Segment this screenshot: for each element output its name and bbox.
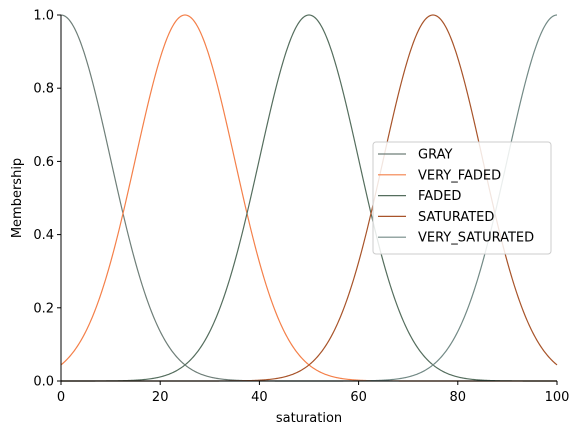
legend-label: FADED [418,189,461,204]
legend-label: VERY_SATURATED [418,231,534,246]
series-line-faded [61,14,557,382]
y-tick-label: 0.8 [33,82,54,97]
y-tick-label: 0.0 [33,375,54,390]
x-tick-label: 60 [350,390,367,405]
x-tick-label: 20 [152,390,169,405]
legend-frame [372,141,552,255]
legend-label: VERY_FADED [418,168,501,183]
y-tick-label: 0.2 [33,301,54,316]
x-tick-label: 0 [57,390,65,405]
x-tick-label: 80 [450,390,467,405]
axes [60,15,557,382]
x-axis-label: saturation [276,411,342,426]
x-tick-label: 40 [251,390,268,405]
legend-label: GRAY [418,148,452,163]
legend: GRAY VERY_FADED FADED SATURATED VERY_SATURAT… [372,141,552,255]
legend-items: GRAY VERY_FADED FADED SATURATED VERY_SATURAT… [378,148,534,246]
y-ticks: 0.0 0.2 0.4 0.6 0.8 1.0 [33,9,61,390]
y-tick-label: 0.6 [33,155,54,170]
x-ticks: 0 20 40 60 80 100 [57,381,570,405]
y-axis-label: Membership [10,158,25,238]
legend-label: SATURATED [418,210,494,225]
y-tick-label: 1.0 [33,9,54,24]
x-tick-label: 100 [545,390,570,405]
y-tick-label: 0.4 [33,228,54,243]
